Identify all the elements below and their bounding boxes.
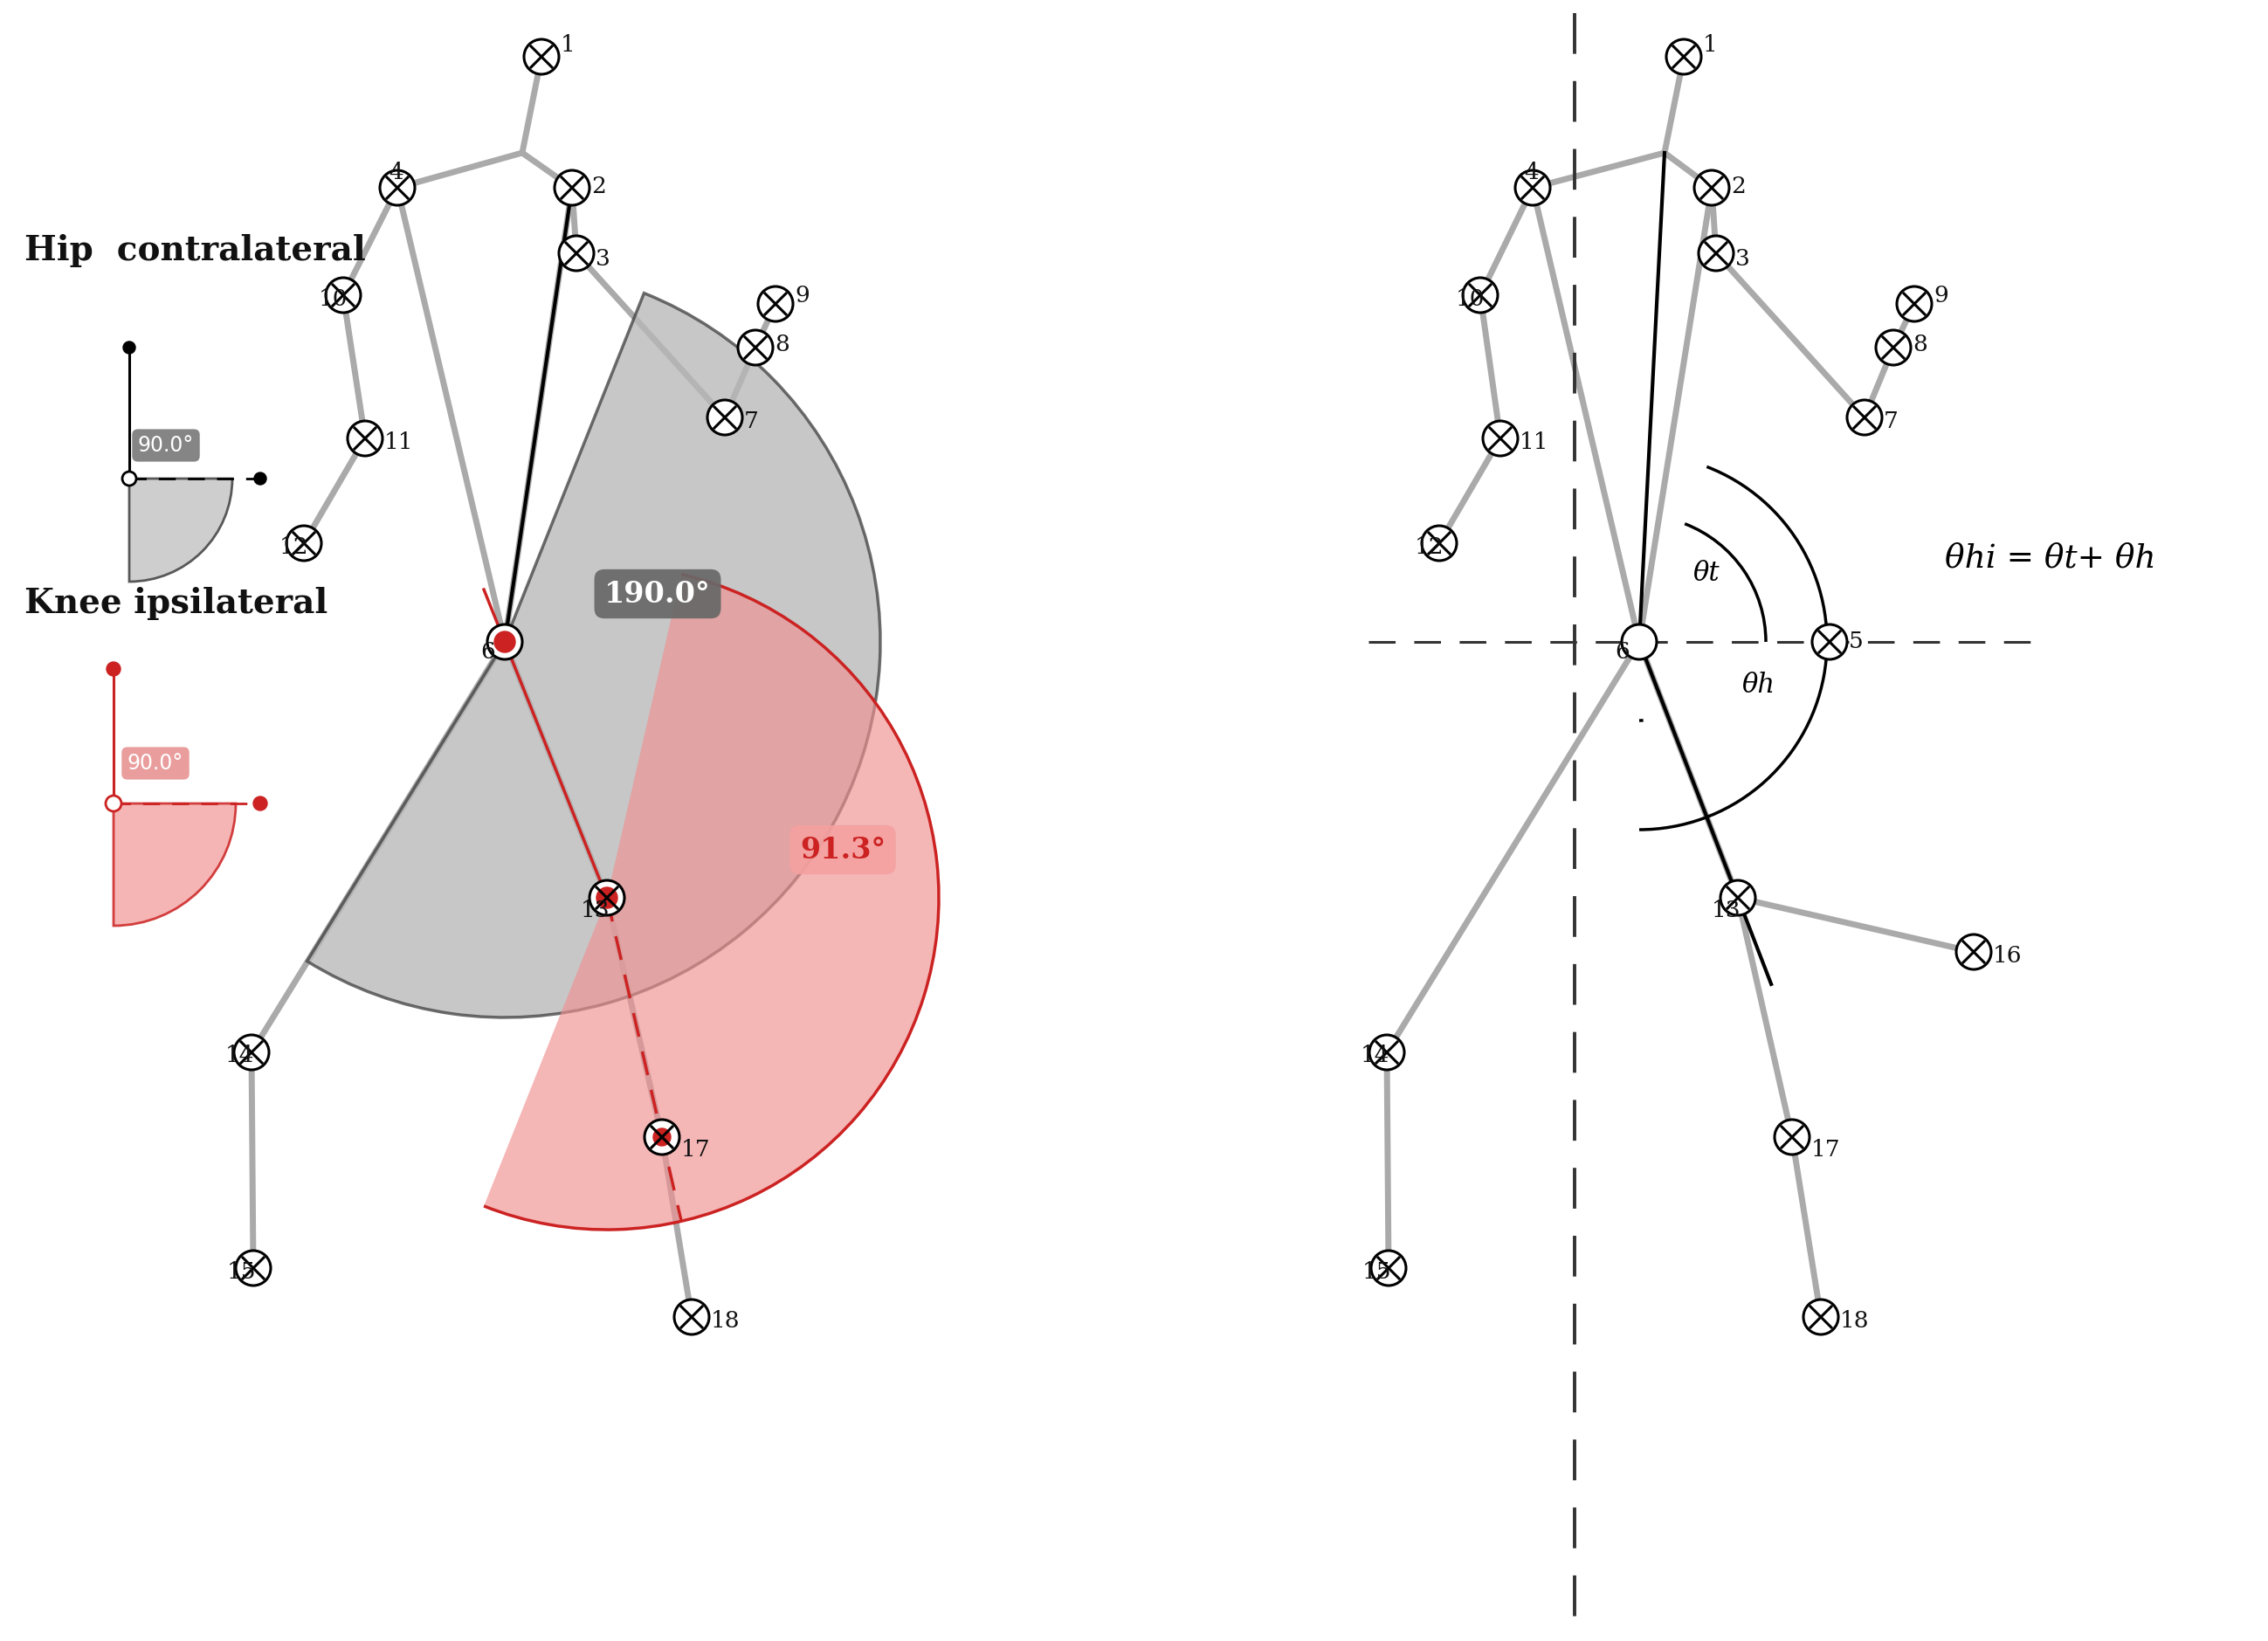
Circle shape: [1463, 277, 1497, 313]
Circle shape: [558, 236, 594, 271]
Circle shape: [1370, 1035, 1404, 1070]
Text: 2: 2: [1730, 176, 1746, 197]
Circle shape: [524, 39, 558, 74]
Circle shape: [494, 632, 515, 653]
Text: 13: 13: [581, 899, 610, 921]
Text: 14: 14: [1361, 1045, 1390, 1067]
Circle shape: [236, 1250, 270, 1285]
Circle shape: [1483, 422, 1517, 456]
Text: 10: 10: [320, 287, 347, 310]
Circle shape: [107, 796, 122, 811]
Text: 7: 7: [1885, 410, 1898, 432]
Text: 17: 17: [1812, 1139, 1842, 1160]
Circle shape: [254, 796, 268, 811]
Circle shape: [1774, 1119, 1810, 1155]
Text: 8: 8: [776, 333, 789, 354]
Wedge shape: [483, 574, 939, 1229]
Circle shape: [1957, 934, 1991, 970]
Text: 13: 13: [1712, 899, 1742, 921]
Circle shape: [1372, 1250, 1406, 1285]
Circle shape: [1846, 400, 1882, 435]
Wedge shape: [113, 804, 236, 926]
Circle shape: [347, 422, 383, 456]
Text: 11: 11: [1520, 432, 1549, 453]
Text: 4: 4: [388, 161, 404, 182]
Text: 11: 11: [383, 432, 413, 453]
Wedge shape: [306, 294, 880, 1017]
Text: θhi = θt+ θh: θhi = θt+ θh: [1946, 543, 2157, 574]
Circle shape: [1812, 625, 1846, 660]
Text: θt: θt: [1694, 560, 1719, 587]
Text: 3: 3: [1735, 248, 1751, 269]
Circle shape: [644, 1119, 680, 1155]
Text: 2: 2: [592, 176, 606, 197]
Text: 10: 10: [1456, 287, 1486, 310]
Text: 3: 3: [596, 248, 610, 269]
Text: θh: θh: [1742, 671, 1776, 699]
Circle shape: [653, 1129, 671, 1145]
Text: 5: 5: [1848, 632, 1864, 653]
Circle shape: [737, 330, 773, 364]
Text: 15: 15: [227, 1260, 256, 1283]
Text: Hip  contralateral: Hip contralateral: [25, 235, 365, 267]
Text: 15: 15: [1363, 1260, 1393, 1283]
Circle shape: [1515, 171, 1549, 205]
Circle shape: [327, 277, 361, 313]
Circle shape: [1667, 39, 1701, 74]
Text: 18: 18: [710, 1310, 739, 1331]
Circle shape: [488, 625, 522, 660]
Circle shape: [381, 171, 415, 205]
Circle shape: [556, 171, 590, 205]
Circle shape: [596, 888, 617, 907]
Text: 91.3°: 91.3°: [801, 835, 885, 865]
Text: 12: 12: [279, 537, 308, 558]
Text: 7: 7: [744, 410, 760, 432]
Text: 90.0°: 90.0°: [138, 435, 195, 456]
Circle shape: [1422, 525, 1456, 561]
Text: 1: 1: [560, 33, 576, 56]
Text: 6: 6: [1615, 642, 1628, 663]
Text: 14: 14: [225, 1045, 254, 1067]
Circle shape: [758, 287, 794, 322]
Circle shape: [708, 400, 742, 435]
Text: 9: 9: [1935, 284, 1948, 307]
Circle shape: [1694, 171, 1728, 205]
Circle shape: [1803, 1300, 1839, 1334]
Text: 1: 1: [1703, 33, 1717, 56]
Text: 12: 12: [1415, 537, 1445, 558]
Circle shape: [286, 525, 322, 561]
Text: 6: 6: [481, 642, 494, 663]
Circle shape: [674, 1300, 710, 1334]
Text: Knee ipsilateral: Knee ipsilateral: [25, 587, 327, 620]
Text: 8: 8: [1912, 333, 1928, 354]
Circle shape: [234, 1035, 270, 1070]
Circle shape: [107, 661, 120, 676]
Circle shape: [1721, 880, 1755, 916]
Circle shape: [254, 473, 265, 484]
Text: 90.0°: 90.0°: [127, 753, 184, 775]
Circle shape: [1896, 287, 1932, 322]
Circle shape: [1876, 330, 1912, 364]
Text: 190.0°: 190.0°: [606, 579, 710, 609]
Circle shape: [122, 471, 136, 486]
Text: 9: 9: [794, 284, 810, 307]
Circle shape: [1699, 236, 1733, 271]
Text: 17: 17: [680, 1139, 710, 1160]
Circle shape: [1622, 625, 1656, 660]
Text: 4: 4: [1524, 161, 1538, 182]
Circle shape: [590, 880, 624, 916]
Wedge shape: [129, 479, 231, 581]
Circle shape: [122, 341, 136, 354]
Text: 18: 18: [1839, 1310, 1869, 1331]
Text: 16: 16: [1994, 945, 2023, 967]
